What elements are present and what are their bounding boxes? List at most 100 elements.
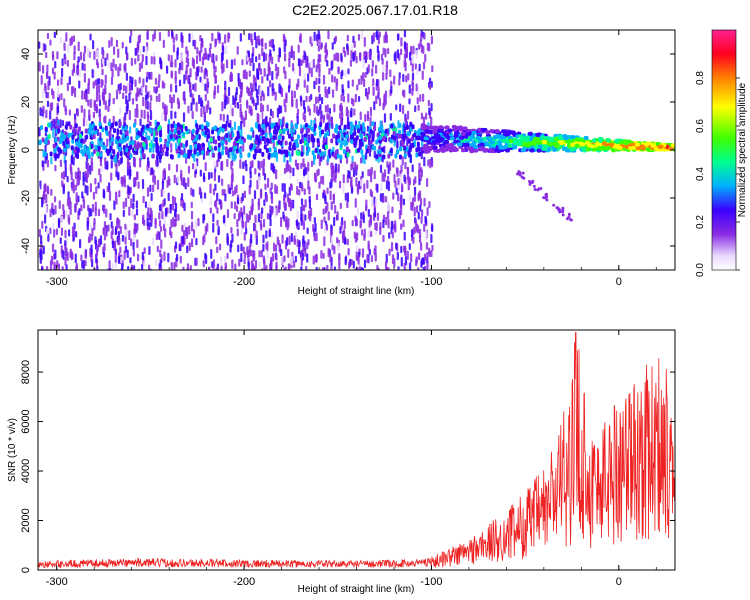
spectrogram-cell	[271, 70, 274, 81]
spectrogram-cell	[249, 135, 253, 141]
spectrogram-cell	[353, 108, 356, 116]
spectrogram-cell	[54, 153, 57, 162]
spectrogram-x-tick-label: -200	[233, 276, 255, 288]
spectrogram-cell	[224, 80, 227, 91]
spectrogram-cell	[125, 85, 128, 94]
spectrogram-cell	[169, 60, 173, 68]
spectrogram-cell	[406, 173, 410, 181]
spectrogram-cell	[419, 94, 422, 102]
spectrogram-cell	[320, 250, 323, 259]
spectrogram-cell	[134, 108, 137, 118]
spectrogram-cell	[61, 266, 64, 270]
spectrogram-cell	[175, 84, 178, 93]
spectrogram-cell	[122, 145, 126, 151]
spectrogram-cell	[252, 153, 256, 159]
spectrogram-cell	[54, 164, 57, 172]
spectrogram-cell	[417, 267, 420, 270]
snr-y-tick-label: 4000	[20, 459, 32, 483]
spectrogram-cell	[174, 241, 178, 249]
spectrogram-cell	[403, 262, 406, 270]
spectrogram-cell	[402, 219, 405, 228]
spectrogram-cell	[408, 84, 411, 94]
spectrogram-cell	[400, 256, 403, 267]
spectrogram-cell	[371, 121, 375, 127]
spectrogram-cell	[141, 86, 144, 94]
spectrogram-cell	[586, 143, 592, 148]
spectrogram-cell	[151, 153, 155, 159]
spectrogram-cell	[229, 71, 233, 80]
spectrogram-cell	[369, 188, 372, 197]
spectrogram-cell	[182, 266, 185, 270]
spectrogram-cell	[159, 225, 163, 232]
spectrogram-cell	[202, 172, 206, 181]
spectrogram-cell	[313, 217, 316, 224]
spectrogram-cell	[244, 221, 247, 229]
spectrogram-cell	[170, 218, 173, 229]
spectrogram-cell	[221, 145, 225, 151]
spectrogram-cell	[422, 266, 425, 270]
spectrogram-cell	[171, 195, 175, 203]
spectrogram-cell	[330, 162, 333, 170]
spectrogram-cell	[42, 64, 45, 74]
spectrogram-cell	[236, 197, 240, 205]
spectrogram-cell	[574, 143, 580, 148]
spectrogram-cell	[148, 147, 152, 153]
spectrogram-cell	[90, 161, 94, 172]
spectrogram-cell	[391, 206, 394, 213]
spectrogram-cell	[182, 91, 185, 101]
spectrogram-cell	[67, 217, 71, 225]
spectrogram-cell	[430, 81, 433, 88]
spectrogram-cell	[130, 80, 134, 91]
spectrogram-cell	[372, 130, 375, 138]
spectrogram-cell	[366, 115, 370, 122]
spectrogram-cell	[195, 123, 199, 129]
spectrogram-cell	[300, 151, 304, 157]
spectrogram-cell	[120, 176, 123, 185]
spectrogram-cell	[77, 41, 80, 52]
spectrogram-cell	[314, 148, 318, 154]
spectrogram-cell	[71, 134, 75, 140]
spectrogram-cell	[108, 148, 112, 154]
spectrogram-cell	[416, 141, 420, 147]
spectrogram-cell	[330, 236, 333, 246]
spectrogram-cell	[83, 108, 86, 119]
spectrogram-cell	[192, 97, 195, 105]
spectrogram-cell	[460, 131, 466, 136]
spectrogram-cell	[46, 91, 50, 99]
spectrogram-cell	[213, 125, 217, 131]
spectrogram-cell	[136, 109, 139, 118]
spectrogram-cell	[278, 134, 282, 140]
spectrogram-cell	[145, 84, 148, 94]
spectrogram-cell	[117, 255, 121, 264]
spectrogram-cell	[190, 187, 193, 196]
spectrogram-cell	[256, 136, 260, 142]
spectrogram-cell	[119, 246, 122, 254]
spectrogram-cell	[269, 108, 273, 117]
spectrogram-cell	[233, 154, 237, 160]
spectrogram-cell	[428, 42, 431, 52]
spectrogram-cell	[250, 260, 254, 270]
spectrogram-cell	[79, 133, 83, 139]
spectrogram-cell	[71, 252, 74, 260]
spectrogram-cell	[244, 110, 247, 121]
spectrogram-cell	[59, 237, 62, 244]
spectrogram-cell	[161, 211, 164, 220]
spectrogram-cell	[382, 72, 385, 81]
spectrogram-y-tick-label: 20	[20, 96, 32, 108]
spectrogram-cell	[282, 211, 285, 220]
spectrogram-cell	[389, 112, 392, 121]
spectrogram-cell	[425, 242, 429, 250]
spectrogram-cell	[372, 32, 375, 43]
spectrogram-cell	[531, 179, 535, 183]
spectrogram-cell	[384, 48, 387, 58]
spectrogram-cell	[230, 126, 234, 132]
spectrogram-cell	[542, 145, 548, 150]
spectrogram-cell	[449, 136, 455, 141]
spectrogram-cell	[315, 64, 318, 73]
spectrogram-cell	[411, 197, 415, 207]
spectrogram-cell	[40, 125, 44, 131]
spectrogram-cell	[123, 137, 127, 143]
spectrogram-cell	[315, 193, 319, 201]
spectrogram-cell	[102, 188, 105, 198]
spectrogram-cell	[206, 133, 210, 139]
